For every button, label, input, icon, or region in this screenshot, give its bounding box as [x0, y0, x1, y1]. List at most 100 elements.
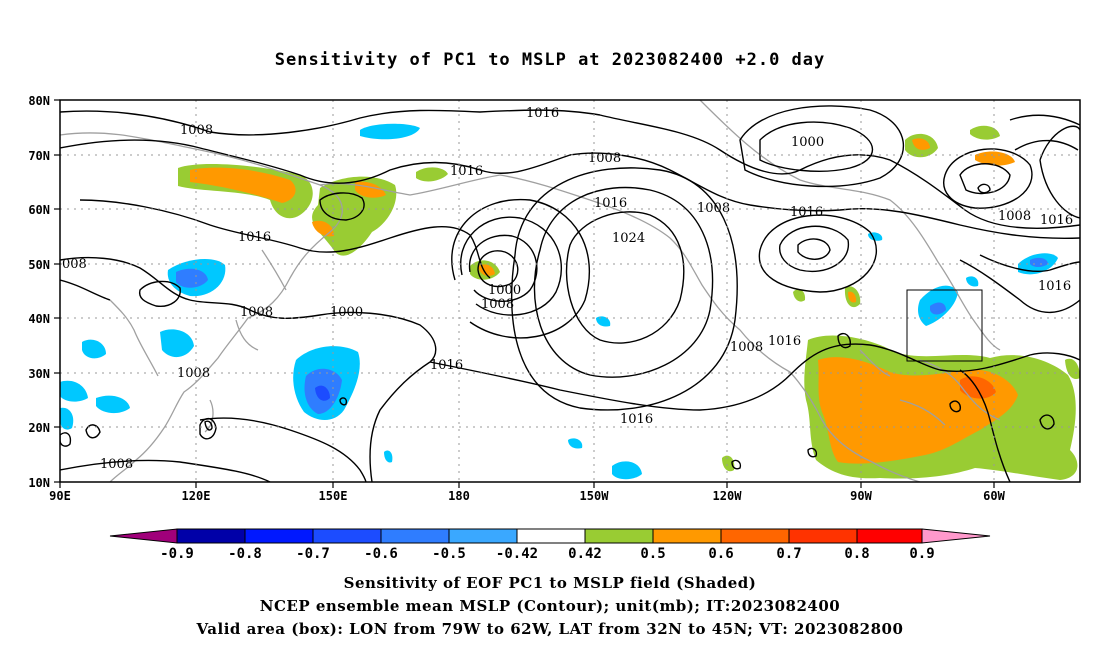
colorbar-label: 0.9 — [909, 546, 934, 562]
colorbar-label: -0.42 — [496, 546, 538, 562]
contour-label: 1016 — [450, 164, 483, 179]
map-title: Sensitivity of PC1 to MSLP at 2023082400… — [274, 50, 826, 70]
colorbar-cell — [109, 528, 178, 544]
colorbar-label: 0.42 — [568, 546, 602, 562]
lon-label: 150E — [319, 489, 348, 503]
lon-label: 90E — [49, 489, 71, 503]
shade-negative — [568, 438, 583, 449]
colorbar-label: 0.8 — [844, 546, 869, 562]
contour-label: 1016 — [1038, 279, 1071, 294]
shade-negative — [60, 407, 74, 430]
colorbar-label: -0.5 — [432, 546, 466, 562]
shade-positive — [416, 167, 448, 182]
contour-label: 1008 — [240, 305, 273, 320]
shade-negative — [596, 316, 611, 327]
colorbar-label: -0.7 — [296, 546, 330, 562]
colorbar-label: -0.8 — [228, 546, 262, 562]
shade-negative — [82, 339, 106, 359]
colorbar-cell — [448, 528, 518, 544]
caption-line: NCEP ensemble mean MSLP (Contour); unit(… — [259, 597, 841, 615]
lon-labels: 90E 120E 150E 180 150W 120W 90W 60W — [49, 489, 1005, 503]
caption-line: Valid area (box): LON from 79W to 62W, L… — [196, 620, 904, 638]
lon-label: 150W — [580, 489, 610, 503]
contour-labels: 1008 1016 1000 1008 1016 1008 1016 1024 … — [62, 106, 1073, 472]
shade-negative — [1030, 257, 1048, 267]
lat-label: 20N — [28, 421, 50, 435]
contour-label: 1016 — [620, 412, 653, 427]
shade-positive — [793, 289, 806, 302]
shade-positive — [848, 291, 857, 303]
colorbar-label: -0.6 — [364, 546, 398, 562]
shade-positive — [190, 167, 296, 203]
shade-negative — [315, 385, 330, 401]
lon-label: 60W — [983, 489, 1005, 503]
colorbar: -0.9 -0.8 -0.7 -0.6 -0.5 -0.42 0.42 0.5 … — [109, 528, 991, 562]
shaded-sensitivity — [60, 123, 1080, 480]
lat-label: 40N — [28, 312, 50, 326]
lat-label: 10N — [28, 476, 50, 490]
lat-labels: 80N 70N 60N 50N 40N 30N 20N 10N — [28, 94, 50, 490]
colorbar-cell — [856, 528, 923, 544]
lon-label: 120E — [182, 489, 211, 503]
mslp-contours — [60, 105, 1080, 482]
tick-marks — [54, 99, 995, 488]
colorbar-cell — [652, 528, 722, 544]
colorbar-label: 0.6 — [708, 546, 733, 562]
lat-label: 50N — [28, 258, 50, 272]
contour-label: 1024 — [612, 231, 645, 246]
shade-negative — [966, 276, 979, 287]
shade-positive — [912, 138, 930, 150]
colorbar-cell — [584, 528, 654, 544]
shade-negative — [60, 380, 88, 402]
lon-label: 90W — [850, 489, 872, 503]
shade-negative — [930, 302, 946, 315]
shade-negative — [868, 232, 883, 241]
lat-label: 70N — [28, 149, 50, 163]
contour-label: 1008 — [697, 201, 730, 216]
shade-positive — [1065, 358, 1080, 380]
map-frame — [59, 99, 1081, 483]
shade-positive — [960, 376, 996, 399]
colorbar-cell — [921, 528, 991, 544]
gridlines — [60, 100, 1080, 482]
contour-label: 1008 — [998, 209, 1031, 224]
contour-label: 1008 — [588, 151, 621, 166]
colorbar-label: 0.7 — [776, 546, 801, 562]
coastlines — [60, 100, 1001, 482]
shade-positive — [722, 455, 735, 472]
shade-negative — [160, 329, 194, 358]
lat-label: 30N — [28, 367, 50, 381]
lon-label: 120W — [713, 489, 743, 503]
contour-label: 1016 — [1040, 213, 1073, 228]
contour-label: 1008 — [481, 297, 514, 312]
shade-negative — [176, 268, 208, 288]
colorbar-cell — [788, 528, 858, 544]
contour-label: 1008 — [100, 457, 133, 472]
lat-label: 80N — [28, 94, 50, 108]
contour-label: 1016 — [238, 230, 271, 245]
shade-negative — [96, 395, 130, 414]
shade-negative — [612, 461, 642, 480]
contour-label: 1016 — [790, 205, 823, 220]
contour-label: 1000 — [791, 135, 824, 150]
contour-label: 1016 — [594, 196, 627, 211]
contour-label: 1000 — [330, 305, 363, 320]
colorbar-label: 0.5 — [640, 546, 665, 562]
colorbar-label: -0.9 — [160, 546, 194, 562]
colorbar-cell — [312, 528, 382, 544]
colorbar-cell — [720, 528, 790, 544]
shade-negative — [384, 450, 393, 463]
colorbar-cell — [176, 528, 246, 544]
shade-positive — [312, 176, 397, 256]
shade-positive — [970, 125, 1000, 140]
valid-area-box — [906, 289, 983, 362]
contour-label: 1016 — [768, 334, 801, 349]
contour-label: 1016 — [430, 358, 463, 373]
colorbar-cell — [380, 528, 450, 544]
contour-label: 1016 — [526, 106, 559, 121]
lon-label: 180 — [448, 489, 470, 503]
shade-negative — [360, 123, 420, 140]
contour-label: 1000 — [488, 283, 521, 298]
caption-line: Sensitivity of EOF PC1 to MSLP field (Sh… — [343, 574, 757, 592]
